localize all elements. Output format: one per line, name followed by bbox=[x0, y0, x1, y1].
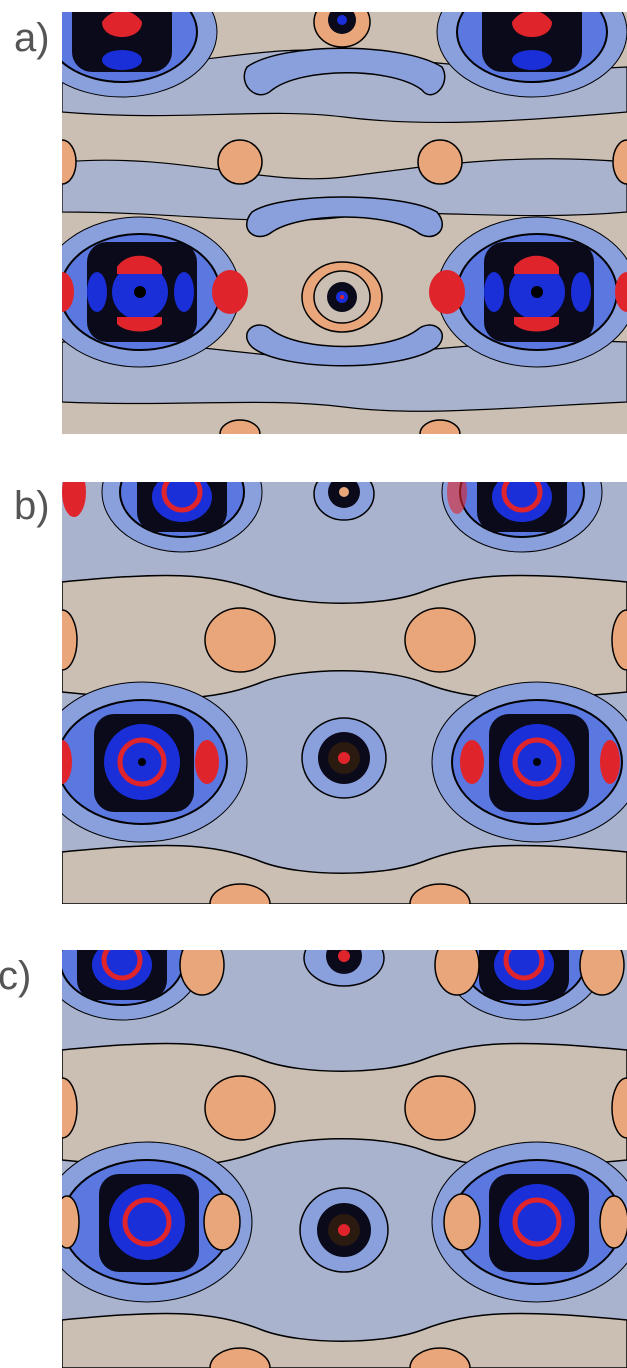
atom-b-mid-left bbox=[62, 681, 248, 843]
small-atom-c-top bbox=[303, 950, 385, 987]
arch-a-top bbox=[243, 47, 446, 96]
orange-lobe-a-4 bbox=[419, 419, 461, 434]
atom-c-upper-left bbox=[62, 950, 225, 1021]
orange-lobe-c-2 bbox=[404, 1075, 476, 1141]
small-atom-b-mid bbox=[301, 717, 387, 799]
atom-c-upper-right bbox=[434, 950, 625, 1021]
orange-lobe-a-2 bbox=[417, 139, 463, 185]
orange-lobe-a-6 bbox=[612, 139, 627, 185]
atom-c-mid-left bbox=[62, 1141, 253, 1303]
small-atom-a-mid bbox=[301, 261, 383, 333]
orange-lobe-b-1 bbox=[204, 607, 276, 673]
atom-b-mid-right bbox=[431, 681, 627, 843]
contour-plot-a bbox=[62, 12, 627, 434]
positive-band-c-bottom bbox=[62, 1312, 627, 1368]
small-atom-b-top bbox=[313, 482, 375, 521]
orange-lobe-b-3 bbox=[209, 883, 271, 904]
panel-label-a: a) bbox=[14, 16, 50, 60]
positive-band-b-mid bbox=[62, 574, 627, 700]
orange-lobe-b-5 bbox=[62, 609, 78, 671]
atom-a-upper-left bbox=[62, 12, 218, 98]
contour-panel-c bbox=[62, 950, 627, 1368]
atom-c-mid-right bbox=[431, 1141, 627, 1303]
atom-a-mid-right bbox=[429, 216, 627, 368]
arch-a-bottom bbox=[246, 324, 443, 367]
contour-plot-b bbox=[62, 482, 627, 904]
small-atom-c-mid bbox=[299, 1187, 389, 1273]
positive-band-c-mid bbox=[62, 1042, 627, 1168]
orange-lobe-c-1 bbox=[204, 1075, 276, 1141]
panel-label-c: c) bbox=[0, 954, 32, 998]
panel-label-b: b) bbox=[14, 484, 50, 528]
atom-b-upper-left bbox=[62, 482, 263, 553]
orange-lobe-c-4 bbox=[409, 1347, 471, 1368]
atom-a-upper-right bbox=[436, 12, 627, 98]
orange-lobe-a-3 bbox=[219, 419, 261, 434]
positive-band-b-bottom bbox=[62, 844, 627, 904]
atom-b-upper-right bbox=[441, 482, 603, 553]
orange-lobe-c-6 bbox=[611, 1077, 627, 1139]
orange-lobe-a-1 bbox=[217, 139, 263, 185]
orange-lobe-b-2 bbox=[404, 607, 476, 673]
orange-lobe-a-5 bbox=[62, 139, 77, 185]
contour-panel-b bbox=[62, 482, 627, 904]
orange-lobe-c-5 bbox=[62, 1077, 78, 1139]
arch-a-mid bbox=[245, 196, 444, 238]
orange-lobe-c-3 bbox=[209, 1347, 271, 1368]
contour-plot-c bbox=[62, 950, 627, 1368]
atom-a-mid-left bbox=[62, 216, 248, 368]
orange-lobe-b-4 bbox=[409, 883, 471, 904]
orange-lobe-b-6 bbox=[611, 609, 627, 671]
small-atom-a-top bbox=[313, 12, 371, 48]
contour-panel-a bbox=[62, 12, 627, 434]
